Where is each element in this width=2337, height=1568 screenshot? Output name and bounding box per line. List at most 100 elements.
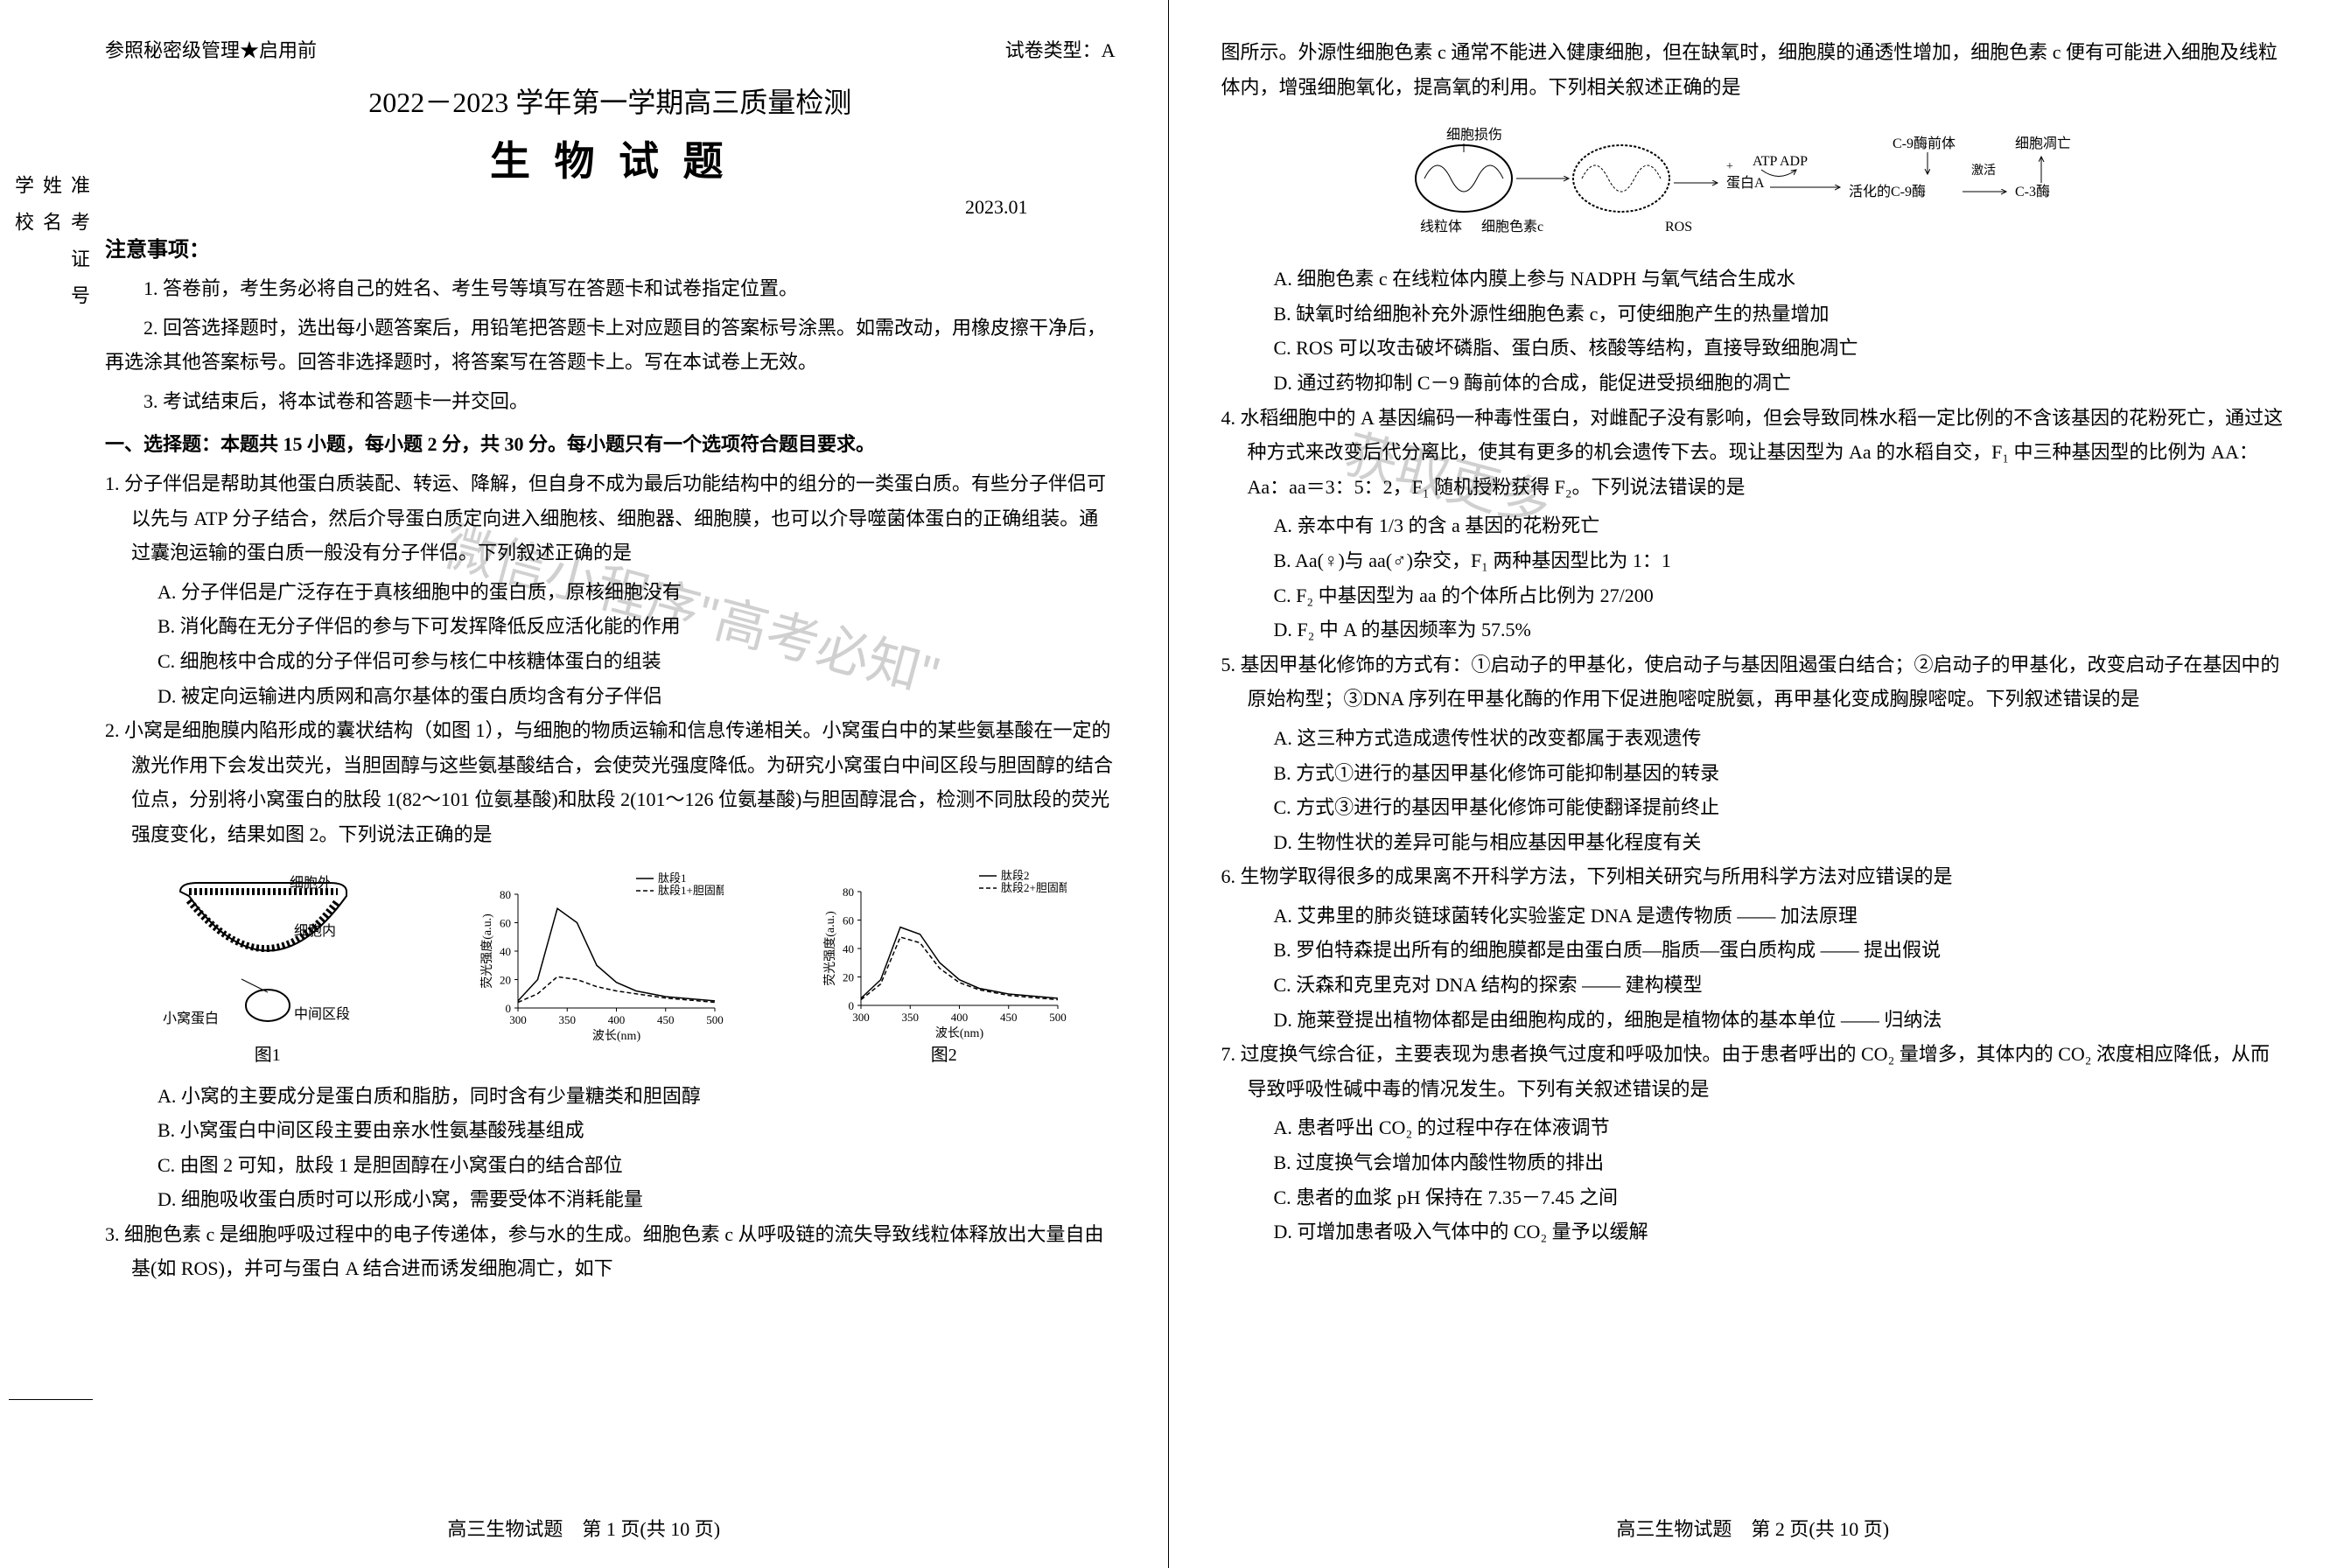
svg-text:400: 400 xyxy=(951,1011,969,1024)
right-content: 图所示。外源性细胞色素 c 通常不能进入健康细胞，但在缺氧时，细胞膜的通透性增加… xyxy=(1221,35,2285,1250)
svg-text:C-9酶前体: C-9酶前体 xyxy=(1893,136,1956,151)
svg-text:20: 20 xyxy=(500,973,511,986)
svg-text:40: 40 xyxy=(500,945,511,958)
svg-text:450: 450 xyxy=(1000,1011,1018,1024)
notice-item-3: 3. 考试结束后，将本试卷和答题卡一并交回。 xyxy=(105,384,1116,419)
svg-text:肽段2: 肽段2 xyxy=(1001,869,1030,882)
q7-opt-b: B. 过度换气会增加体内酸性物质的排出 xyxy=(1221,1145,2285,1180)
q2-opt-b: B. 小窝蛋白中间区段主要由亲水性氨基酸残基组成 xyxy=(105,1113,1116,1148)
left-content: 参照秘密级管理★启用前 试卷类型：A 2022－2023 学年第一学期高三质量检… xyxy=(105,35,1116,1286)
svg-text:肽段1: 肽段1 xyxy=(658,872,687,885)
q3-opt-b: B. 缺氧时给细胞补充外源性细胞色素 c，可使细胞产生的热量增加 xyxy=(1221,297,2285,332)
notice-header: 注意事项： xyxy=(105,232,1116,262)
q4-opt-c: C. F₂ 中基因型为 aa 的个体所占比例为 27/200 xyxy=(1221,578,2285,613)
label-protein: 小窝蛋白 xyxy=(163,1011,219,1026)
q1-opt-c: C. 细胞核中合成的分子伴侣可参与核仁中核糖体蛋白的组装 xyxy=(105,644,1116,679)
svg-text:400: 400 xyxy=(608,1013,626,1026)
page-right: 获取更多 图所示。外源性细胞色素 c 通常不能进入健康细胞，但在缺氧时，细胞膜的… xyxy=(1169,0,2337,1568)
svg-text:细胞色素c: 细胞色素c xyxy=(1481,219,1543,234)
svg-text:ATP ADP: ATP ADP xyxy=(1753,154,1808,169)
q2-chart2: 020406080300350400450500肽段2肽段2+胆固醇波长(nm)… xyxy=(822,865,1067,1066)
footer-page1: 高三生物试题 第 1 页(共 10 页) xyxy=(0,1514,1168,1542)
q2-fig1: 细胞外 细胞内 小窝蛋白 中间区段 图1 xyxy=(154,865,381,1066)
label-exam-id: 准考证号 xyxy=(65,175,93,1400)
svg-text:活化的C-9酶: 活化的C-9酶 xyxy=(1849,184,1926,200)
apoptosis-diagram-icon: 细胞损伤 线粒体 细胞色素c ROS + 蛋白A ATP ADP C-9酶前体 … xyxy=(1403,117,2103,248)
fig1-caption: 图1 xyxy=(154,1040,381,1066)
q2-opt-d: D. 细胞吸收蛋白质时可以形成小窝，需要受体不消耗能量 xyxy=(105,1182,1116,1217)
q2-chart1: 020406080300350400450500肽段1肽段1+胆固醇波长(nm)… xyxy=(479,868,724,1063)
svg-text:线粒体: 线粒体 xyxy=(1420,219,1462,234)
svg-text:80: 80 xyxy=(843,886,854,899)
q5-opt-a: A. 这三种方式造成遗传性状的改变都属于表观遗传 xyxy=(1221,721,2285,756)
chart2-svg: 020406080300350400450500肽段2肽段2+胆固醇波长(nm)… xyxy=(822,865,1067,1040)
svg-text:300: 300 xyxy=(510,1013,528,1026)
subject-title: 生 物 试 题 xyxy=(105,130,1116,187)
membrane-diagram-icon: 细胞外 细胞内 小窝蛋白 中间区段 xyxy=(154,865,381,1040)
q3-opt-a: A. 细胞色素 c 在线粒体内膜上参与 NADPH 与氧气结合生成水 xyxy=(1221,262,2285,297)
q5-stem: 5. 基因甲基化修饰的方式有：①启动子的甲基化，使启动子与基因阻遏蛋白结合；②启… xyxy=(1221,648,2285,717)
section1-header: 一、选择题：本题共 15 小题，每小题 2 分，共 30 分。每小题只有一个选项… xyxy=(105,427,1116,462)
svg-text:60: 60 xyxy=(500,916,511,929)
label-middle: 中间区段 xyxy=(294,1006,350,1022)
notice-item-1: 1. 答卷前，考生务必将自己的姓名、考生号等填写在答题卡和试卷指定位置。 xyxy=(105,271,1116,306)
vertical-labels: 准考证号 姓名 学校 xyxy=(9,175,93,1400)
q1-opt-a: A. 分子伴侣是广泛存在于真核细胞中的蛋白质，原核细胞没有 xyxy=(105,575,1116,610)
q5-opt-d: D. 生物性状的差异可能与相应基因甲基化程度有关 xyxy=(1221,825,2285,860)
svg-text:细胞凋亡: 细胞凋亡 xyxy=(2015,136,2071,151)
q7-opt-c: C. 患者的血浆 pH 保持在 7.35－7.45 之间 xyxy=(1221,1180,2285,1215)
paper-type-text: 试卷类型：A xyxy=(1005,35,1116,63)
fig2-caption-spacer xyxy=(479,1043,724,1063)
svg-text:350: 350 xyxy=(901,1011,919,1024)
header-row: 参照秘密级管理★启用前 试卷类型：A xyxy=(105,35,1116,63)
q4-opt-d: D. F₂ 中 A 的基因频率为 57.5% xyxy=(1221,612,2285,648)
q4-opt-b: B. Aa(♀)与 aa(♂)杂交，F₁ 两种基因型比为 1：1 xyxy=(1221,543,2285,578)
q1-opt-d: D. 被定向运输进内质网和高尔基体的蛋白质均含有分子伴侣 xyxy=(105,679,1116,714)
svg-text:细胞损伤: 细胞损伤 xyxy=(1446,127,1502,143)
q2-opt-a: A. 小窝的主要成分是蛋白质和脂肪，同时含有少量糖类和胆固醇 xyxy=(105,1079,1116,1114)
svg-text:20: 20 xyxy=(843,970,854,984)
svg-text:500: 500 xyxy=(707,1013,724,1026)
q6-stem: 6. 生物学取得很多的成果离不开科学方法，下列相关研究与所用科学方法对应错误的是 xyxy=(1221,859,2285,894)
q4-opt-a: A. 亲本中有 1/3 的含 a 基因的花粉死亡 xyxy=(1221,508,2285,543)
svg-text:+: + xyxy=(1726,160,1733,173)
q2-opt-c: C. 由图 2 可知，肽段 1 是胆固醇在小窝蛋白的结合部位 xyxy=(105,1148,1116,1183)
svg-text:波长(nm): 波长(nm) xyxy=(592,1029,641,1043)
q5-opt-b: B. 方式①进行的基因甲基化修饰可能抑制基因的转录 xyxy=(1221,756,2285,791)
classification-text: 参照秘密级管理★启用前 xyxy=(105,35,317,63)
q6-opt-c: C. 沃森和克里克对 DNA 结构的探索 —— 建构模型 xyxy=(1221,968,2285,1003)
svg-text:波长(nm): 波长(nm) xyxy=(935,1026,984,1040)
label-outside: 细胞外 xyxy=(290,875,332,891)
label-inside: 细胞内 xyxy=(294,923,336,939)
svg-text:350: 350 xyxy=(559,1013,577,1026)
svg-text:500: 500 xyxy=(1049,1011,1067,1024)
svg-text:450: 450 xyxy=(657,1013,675,1026)
exam-date: 2023.01 xyxy=(105,196,1116,219)
q1-opt-b: B. 消化酶在无分子伴侣的参与下可发挥降低反应活化能的作用 xyxy=(105,609,1116,644)
q5-opt-c: C. 方式③进行的基因甲基化修饰可能使翻译提前终止 xyxy=(1221,790,2285,825)
q2-stem: 2. 小窝是细胞膜内陷形成的囊状结构（如图 1），与细胞的物质运输和信息传递相关… xyxy=(105,713,1116,851)
svg-text:80: 80 xyxy=(500,888,511,901)
label-school: 学校 xyxy=(9,175,37,1400)
q6-opt-a: A. 艾弗里的肺炎链球菌转化实验鉴定 DNA 是遗传物质 —— 加法原理 xyxy=(1221,899,2285,934)
q7-opt-d: D. 可增加患者吸入气体中的 CO₂ 量予以缓解 xyxy=(1221,1214,2285,1250)
svg-text:荧光强度(a.u.): 荧光强度(a.u.) xyxy=(479,913,494,988)
footer-page2: 高三生物试题 第 2 页(共 10 页) xyxy=(1169,1514,2337,1542)
q3-diagram: 细胞损伤 线粒体 细胞色素c ROS + 蛋白A ATP ADP C-9酶前体 … xyxy=(1221,117,2285,248)
q3-stem: 3. 细胞色素 c 是细胞呼吸过程中的电子传递体，参与水的生成。细胞色素 c 从… xyxy=(105,1217,1116,1286)
label-name: 姓名 xyxy=(37,175,65,1400)
svg-text:300: 300 xyxy=(852,1011,870,1024)
fig2-caption: 图2 xyxy=(822,1040,1067,1066)
notice-item-2: 2. 回答选择题时，选出每小题答案后，用铅笔把答题卡上对应题目的答案标号涂黑。如… xyxy=(105,311,1116,380)
q1-stem: 1. 分子伴侣是帮助其他蛋白质装配、转运、降解，但自身不成为最后功能结构中的组分… xyxy=(105,466,1116,570)
q6-opt-b: B. 罗伯特森提出所有的细胞膜都是由蛋白质—脂质—蛋白质构成 —— 提出假说 xyxy=(1221,933,2285,968)
q7-opt-a: A. 患者呼出 CO₂ 的过程中存在体液调节 xyxy=(1221,1110,2285,1145)
page-left: 准考证号 姓名 学校 微信小程序"高考必知" 参照秘密级管理★启用前 试卷类型：… xyxy=(0,0,1169,1568)
q2-figure-area: 细胞外 细胞内 小窝蛋白 中间区段 图1 0204060803003504004… xyxy=(105,865,1116,1066)
svg-text:40: 40 xyxy=(843,942,854,956)
svg-text:ROS: ROS xyxy=(1665,220,1692,234)
q3-stem2: 图所示。外源性细胞色素 c 通常不能进入健康细胞，但在缺氧时，细胞膜的通透性增加… xyxy=(1221,35,2285,104)
svg-text:60: 60 xyxy=(843,914,854,927)
q6-opt-d: D. 施莱登提出植物体都是由细胞构成的，细胞是植物体的基本单位 —— 归纳法 xyxy=(1221,1003,2285,1038)
svg-text:肽段2+胆固醇: 肽段2+胆固醇 xyxy=(1001,881,1067,894)
